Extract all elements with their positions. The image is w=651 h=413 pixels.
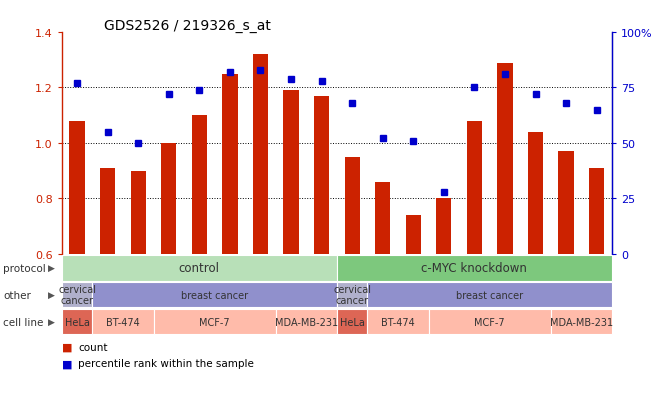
Text: MDA-MB-231: MDA-MB-231	[275, 317, 338, 327]
Bar	[100, 169, 115, 254]
Text: ▶: ▶	[48, 263, 55, 273]
Bar	[253, 55, 268, 254]
Text: control: control	[179, 261, 220, 275]
Bar	[375, 182, 391, 254]
Text: MCF-7: MCF-7	[475, 317, 505, 327]
Text: MDA-MB-231: MDA-MB-231	[550, 317, 613, 327]
Text: HeLa: HeLa	[64, 317, 90, 327]
Text: breast cancer: breast cancer	[456, 290, 523, 300]
Text: breast cancer: breast cancer	[181, 290, 248, 300]
Bar	[436, 199, 452, 254]
Text: ▶: ▶	[48, 290, 55, 299]
Bar	[497, 64, 512, 254]
Bar	[161, 143, 176, 254]
Text: BT-474: BT-474	[106, 317, 140, 327]
Text: cervical
cancer: cervical cancer	[58, 284, 96, 306]
Text: MCF-7: MCF-7	[199, 317, 230, 327]
Bar	[344, 157, 360, 254]
Text: ▶: ▶	[48, 317, 55, 326]
Text: cell line: cell line	[3, 317, 44, 327]
Text: protocol: protocol	[3, 263, 46, 273]
Text: HeLa: HeLa	[340, 317, 365, 327]
Bar	[406, 215, 421, 254]
Text: cervical
cancer: cervical cancer	[333, 284, 371, 306]
Bar	[589, 169, 604, 254]
Text: BT-474: BT-474	[381, 317, 415, 327]
Bar	[70, 121, 85, 254]
Text: ■: ■	[62, 342, 72, 352]
Bar	[222, 74, 238, 254]
Text: ■: ■	[62, 358, 72, 368]
Bar	[528, 133, 543, 254]
Text: other: other	[3, 290, 31, 300]
Text: count: count	[78, 342, 107, 352]
Bar	[131, 171, 146, 254]
Bar	[559, 152, 574, 254]
Bar	[314, 97, 329, 254]
Bar	[283, 91, 299, 254]
Text: percentile rank within the sample: percentile rank within the sample	[78, 358, 254, 368]
Bar	[467, 121, 482, 254]
Bar	[192, 116, 207, 254]
Text: c-MYC knockdown: c-MYC knockdown	[421, 261, 527, 275]
Text: GDS2526 / 219326_s_at: GDS2526 / 219326_s_at	[104, 19, 271, 33]
